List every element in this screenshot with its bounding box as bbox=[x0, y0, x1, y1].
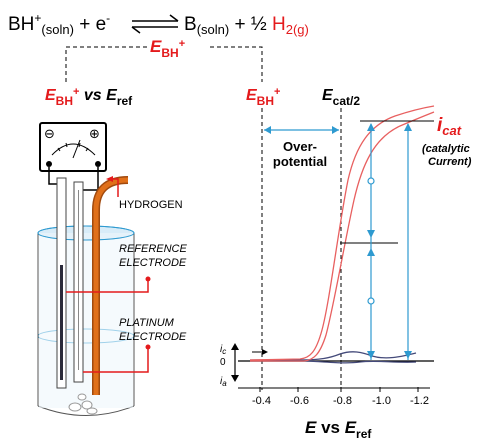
cv-baseline-return bbox=[250, 360, 417, 364]
eq-bh-charge: + bbox=[34, 11, 41, 25]
overpotential-arrow bbox=[264, 126, 339, 134]
icat-label: icat bbox=[437, 115, 462, 138]
hydrogen-tube bbox=[92, 176, 129, 395]
ic-label: ic bbox=[220, 344, 226, 356]
x-tick-label: -0.4 bbox=[252, 395, 271, 407]
catalytic-label-2: Current) bbox=[428, 156, 472, 168]
eq-plus-electron: + e bbox=[74, 14, 106, 35]
eq-bh: BH bbox=[8, 14, 34, 35]
ecat-half-label: Ecat/2 bbox=[322, 87, 360, 108]
eq-b: B bbox=[184, 14, 197, 35]
eq-plus-half: + ½ bbox=[229, 14, 272, 35]
svg-text:B(soln) + ½ H2(g): B(soln) + ½ H2(g) bbox=[184, 14, 309, 37]
x-axis-title: E vs Eref bbox=[305, 418, 372, 441]
eq-h2-sub: 2(g) bbox=[286, 22, 309, 37]
equilibrium-arrow-icon bbox=[131, 14, 179, 34]
x-tick-label: -0.6 bbox=[290, 395, 309, 407]
svg-text:BH+(soln) + e-: BH+(soln) + e- bbox=[8, 11, 110, 37]
eq-bh-soln: (soln) bbox=[41, 22, 74, 37]
x-tick-label: -0.8 bbox=[333, 395, 352, 407]
zero-label: 0 bbox=[220, 357, 226, 368]
eq-electron-charge: - bbox=[106, 11, 110, 25]
platinum-label-2: ELECTRODE bbox=[119, 331, 187, 343]
ebh-label-top: EBH+ bbox=[150, 37, 185, 60]
eq-h2: H bbox=[272, 14, 286, 35]
ebh-label-graph: EBH+ bbox=[246, 86, 280, 108]
voltmeter: ⊖ ⊕ bbox=[39, 122, 107, 172]
sweep-direction-arrowhead-icon bbox=[262, 349, 268, 355]
reaction-equation: BH+(soln) + e- B(soln) + ½ H2(g) bbox=[8, 11, 309, 37]
meter-minus-icon: ⊖ bbox=[44, 126, 55, 141]
reference-label-1: REFERENCE bbox=[119, 243, 188, 255]
ebh-vs-eref-label: EBH+ vs Eref bbox=[45, 86, 133, 108]
overpotential-label-1: Over- bbox=[283, 139, 317, 154]
hydrogen-arrow-icon bbox=[106, 176, 113, 182]
reference-label-2: ELECTRODE bbox=[119, 257, 187, 269]
cv-reverse-curve bbox=[250, 111, 435, 362]
callout-dots bbox=[145, 276, 151, 350]
icat-full-arrow bbox=[404, 123, 412, 360]
dashed-connector bbox=[65, 46, 263, 82]
x-axis-ticks: -0.4 -0.6 -0.8 -1.0 -1.2 bbox=[238, 387, 430, 407]
current-direction-arrow bbox=[231, 343, 239, 382]
meter-plus-icon: ⊕ bbox=[89, 126, 100, 141]
platinum-electrode bbox=[73, 181, 84, 383]
platinum-label-1: PLATINUM bbox=[119, 317, 175, 329]
catalytic-label-1: (catalytic bbox=[422, 143, 470, 155]
cv-curves bbox=[249, 105, 435, 364]
overpotential-label-2: potential bbox=[273, 154, 327, 169]
icat-half-arrows bbox=[367, 123, 375, 360]
hydrogen-label: HYDROGEN bbox=[119, 199, 183, 211]
cv-baseline-curve bbox=[250, 351, 417, 361]
eq-b-soln: (soln) bbox=[197, 22, 230, 37]
x-tick-label: -1.2 bbox=[410, 395, 429, 407]
reference-electrode bbox=[56, 177, 67, 389]
ia-label: ia bbox=[220, 376, 227, 388]
cv-forward-curve bbox=[249, 105, 435, 361]
x-tick-label: -1.0 bbox=[372, 395, 391, 407]
gas-bubbles bbox=[68, 393, 98, 415]
